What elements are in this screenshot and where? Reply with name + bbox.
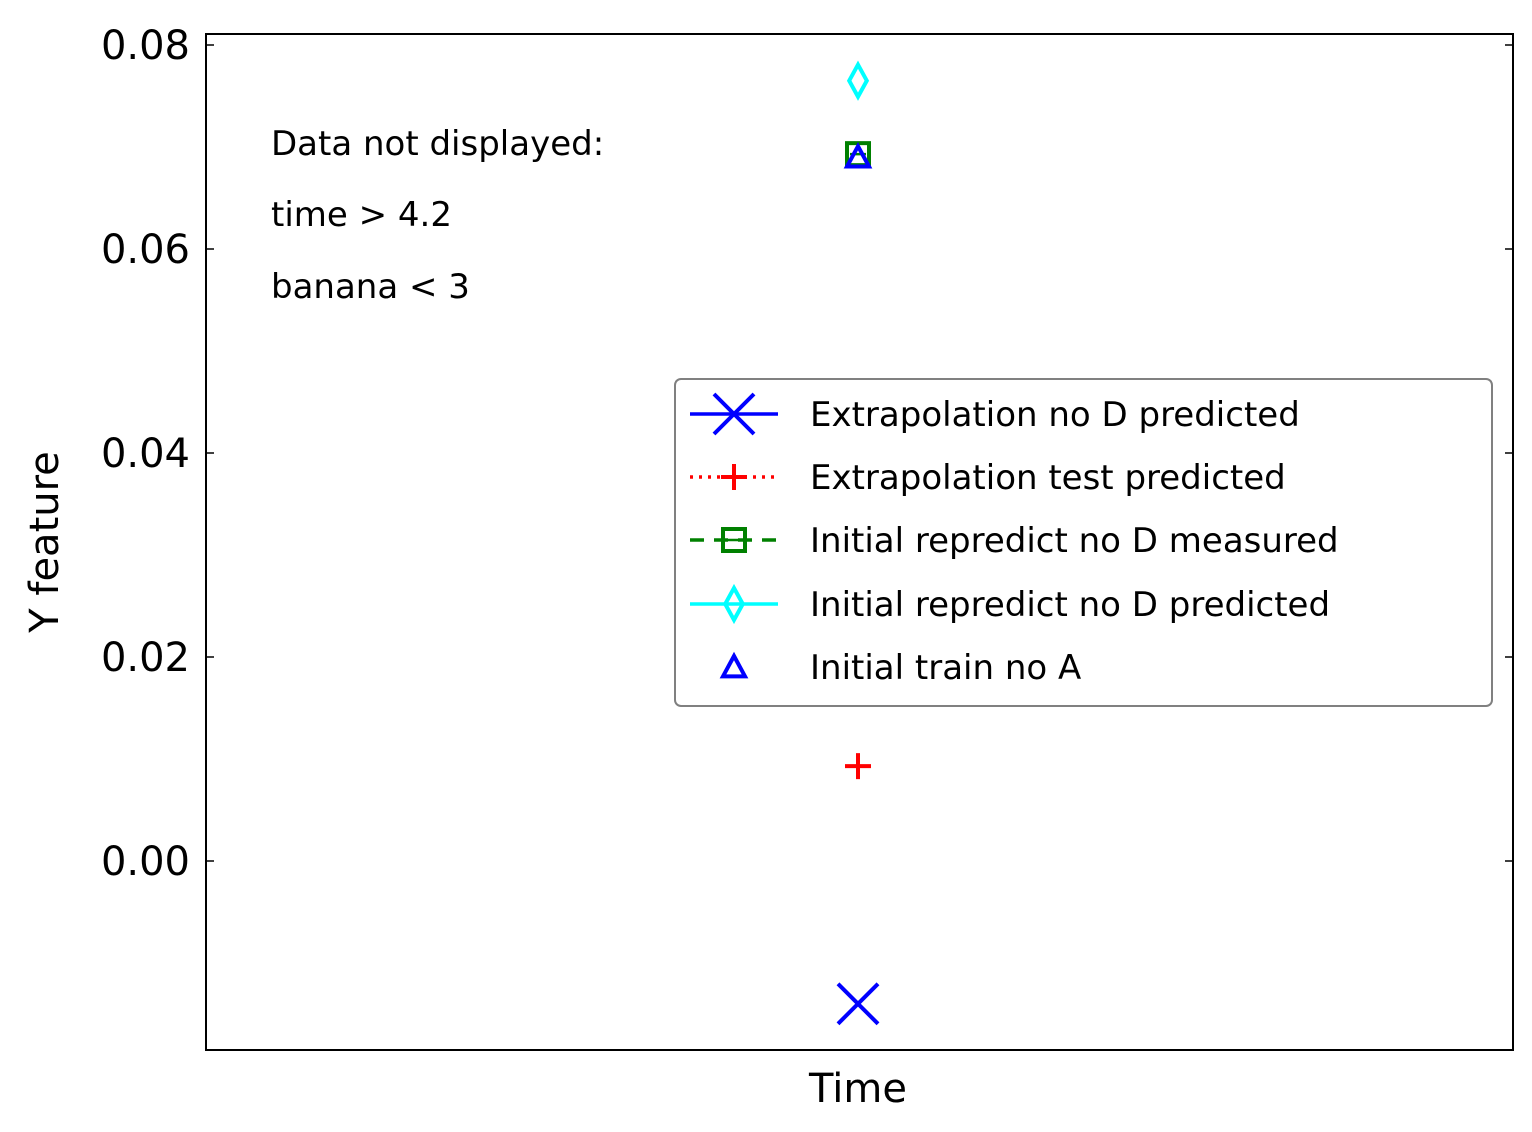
data-point (845, 753, 871, 780)
points-layer (836, 60, 880, 1026)
plot-frame (205, 33, 1514, 1051)
y-tick-label: 0.02 (101, 635, 190, 681)
legend-label: Initial repredict no D predicted (810, 585, 1330, 625)
y-tick-label: 0.08 (101, 23, 190, 69)
data-point (836, 982, 880, 1026)
annotation-line: banana < 3 (271, 267, 470, 307)
y-tick-label: 0.04 (101, 431, 190, 477)
y-axis-label: Y feature (22, 451, 68, 634)
legend-label: Initial repredict no D measured (810, 521, 1339, 561)
annotation: Data not displayed: time > 4.2 banana < … (271, 124, 604, 307)
x-axis-label: Time (808, 1066, 907, 1112)
data-point (843, 141, 873, 169)
ticks-layer: 0.00 0.02 0.04 0.06 0.08 (101, 23, 1513, 885)
legend-marker (721, 527, 747, 553)
legend: Extrapolation no D predicted Extrapolati… (674, 378, 1493, 707)
legend-handles (690, 392, 778, 679)
legend-label: Initial train no A (810, 648, 1081, 688)
annotation-line: time > 4.2 (271, 195, 452, 235)
legend-box (674, 378, 1493, 707)
legend-label: Extrapolation no D predicted (810, 395, 1300, 435)
annotation-line: Data not displayed: (271, 124, 604, 164)
data-point (846, 60, 870, 101)
legend-label: Extrapolation test predicted (810, 458, 1286, 498)
legend-marker (722, 583, 746, 625)
legend-marker (712, 392, 756, 436)
y-tick-label: 0.00 (101, 839, 190, 885)
legend-marker (721, 464, 747, 490)
legend-marker (719, 651, 749, 679)
y-tick-label: 0.06 (101, 227, 190, 273)
